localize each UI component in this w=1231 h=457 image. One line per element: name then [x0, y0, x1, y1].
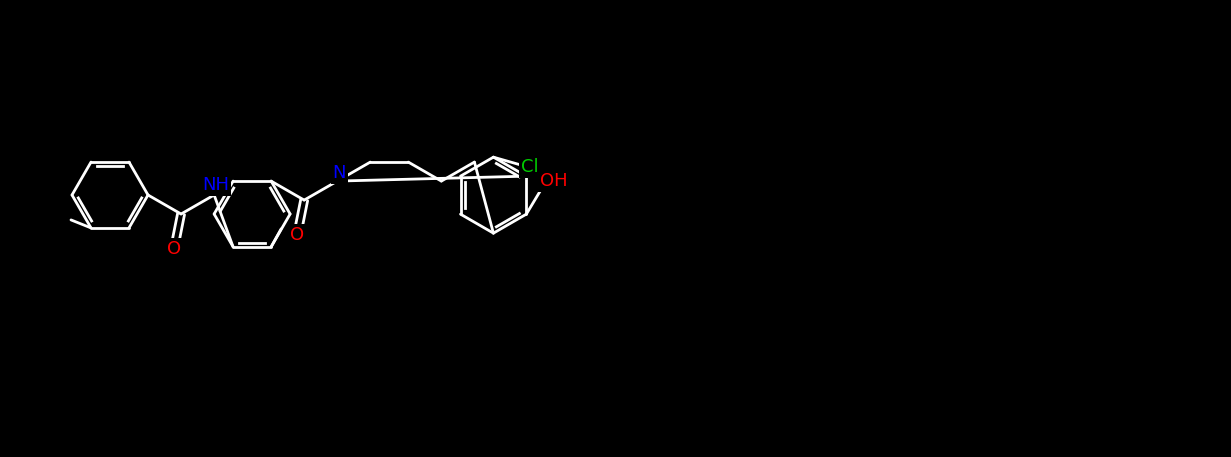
- Text: OH: OH: [539, 172, 567, 190]
- Text: N: N: [332, 164, 346, 182]
- Text: O: O: [291, 226, 304, 244]
- Text: Cl: Cl: [521, 158, 538, 176]
- Text: O: O: [167, 240, 181, 258]
- Text: NH: NH: [203, 176, 230, 194]
